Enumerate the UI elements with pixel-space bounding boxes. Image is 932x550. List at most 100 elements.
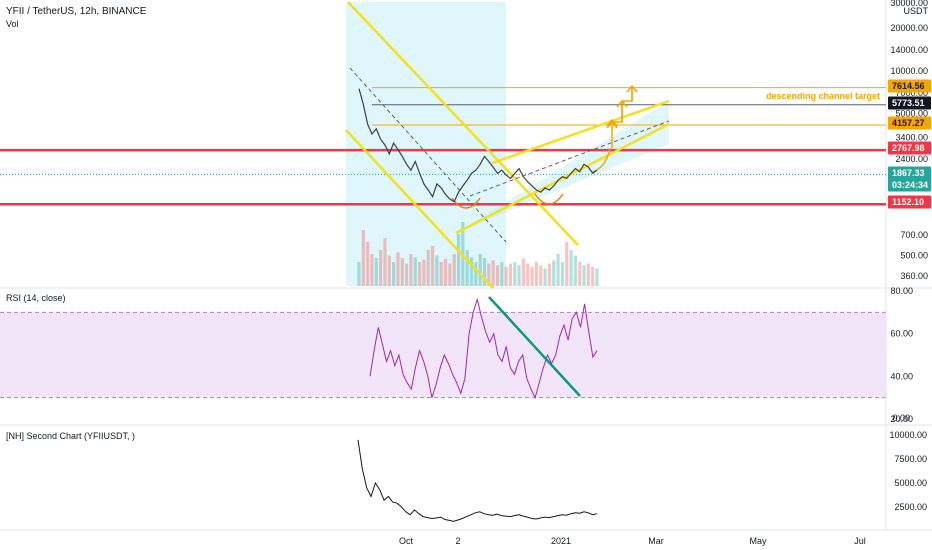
target-arrow-3-head (626, 84, 638, 93)
symbol-title: YFII / TetherUS, 12h, BINANCE (6, 6, 147, 17)
price-tick-6: 3400.00 (895, 132, 928, 142)
volume-bar-7 (387, 255, 391, 286)
target-arrow-1b-head (606, 118, 618, 127)
price-tag-2: 4157.27 (892, 118, 925, 128)
price-tag-0: 7614.56 (892, 81, 925, 91)
volume-bar-16 (426, 250, 430, 286)
time-tick-1: 2 (455, 536, 460, 546)
price-tick-10: 700.00 (900, 230, 928, 240)
bottom-arc-2 (534, 193, 564, 205)
target-step-2 (622, 88, 633, 102)
volume-bar-9 (396, 252, 400, 286)
price-tag-bg-1 (888, 96, 931, 110)
price-tag-5: 03:24:34 (892, 180, 928, 190)
second-tick-1: 7500.00 (894, 454, 927, 464)
volume-bar-2 (366, 242, 370, 286)
volume-bar-26 (469, 257, 474, 286)
volume-bar-31 (491, 260, 495, 286)
volume-bar-28 (478, 254, 482, 286)
volume-bar-38 (521, 258, 526, 286)
price-tick-7: 2400.00 (895, 154, 928, 164)
volume-bar-52 (582, 265, 586, 286)
volume-bar-47 (560, 262, 564, 286)
second-series-line (357, 439, 598, 522)
time-tick-4: May (749, 536, 767, 546)
price-axis-unit: USDT (904, 6, 929, 16)
time-tick-2: 2021 (551, 536, 571, 546)
volume-bar-43 (543, 268, 547, 286)
volume-bar-11 (405, 263, 409, 286)
volume-bar-48 (565, 242, 569, 286)
volume-bar-51 (578, 262, 582, 286)
time-tick-0: Oct (399, 536, 414, 546)
volume-bar-25 (465, 250, 469, 286)
second-pane-title: [NH] Second Chart (YFIIUSDT, ) (6, 431, 136, 441)
rsi-tick-3: 20.00 (890, 414, 913, 424)
price-tag-bg-4 (888, 166, 931, 180)
price-tick-4: 7000.00 (895, 88, 928, 98)
volume-bar-17 (430, 246, 435, 286)
price-tag-6: 1152.10 (892, 197, 924, 207)
time-tick-3: Mar (648, 536, 664, 546)
projection-curve (591, 147, 611, 173)
volume-bar-23 (456, 234, 461, 286)
price-series-line (358, 88, 598, 203)
volume-bar-30 (487, 263, 491, 286)
ascending-channel-median (469, 120, 670, 197)
price-tag-bg-5 (888, 178, 931, 192)
rsi-tick-2: 40.00 (890, 371, 913, 381)
volume-bar-36 (513, 262, 517, 286)
volume-bar-5 (379, 250, 383, 286)
price-tag-bg-2 (888, 116, 931, 130)
volume-bar-45 (552, 260, 556, 286)
volume-bar-44 (547, 263, 551, 286)
price-tag-bg-6 (888, 195, 931, 209)
volume-bar-27 (474, 262, 478, 286)
volume-bar-12 (409, 254, 413, 286)
price-tick-11: 500.00 (900, 251, 928, 261)
price-tick-3: 10000.00 (890, 66, 928, 76)
volume-bar-14 (417, 262, 422, 286)
ascending-channel-fill (456, 101, 669, 233)
price-tick-2: 14000.00 (890, 45, 928, 55)
price-tick-12: 360.00 (900, 271, 928, 281)
rsi-trendline (488, 296, 581, 397)
volume-label: Vol (6, 19, 19, 29)
volume-bar-19 (439, 262, 443, 286)
volume-bar-10 (400, 258, 404, 286)
rsi-series-line (369, 297, 598, 400)
volume-bar-8 (392, 262, 396, 286)
time-tick-5: Jul (854, 536, 866, 546)
volume-bar-13 (413, 257, 417, 286)
volume-bar-35 (508, 263, 513, 286)
volume-bar-40 (530, 266, 534, 286)
rsi-pane-title: RSI (14, close) (6, 293, 66, 303)
price-tag-bg-3 (888, 141, 931, 155)
descending-channel-upper (347, 1, 579, 246)
volume-bar-34 (504, 266, 508, 286)
volume-bar-15 (422, 259, 426, 286)
price-tag-bg-0 (888, 79, 931, 93)
ascending-channel-lower (455, 122, 670, 235)
volume-bar-1 (361, 230, 365, 286)
volume-bar-39 (526, 263, 530, 286)
volume-bar-55 (595, 268, 599, 286)
descending-channel-median (349, 67, 507, 243)
volume-bar-54 (591, 266, 595, 286)
volume-bar-46 (556, 254, 560, 286)
volume-bar-29 (482, 258, 487, 286)
rsi-zero-tick: 0.00 (892, 413, 910, 423)
volume-bar-53 (586, 263, 590, 286)
descending-channel-fill (346, 2, 506, 286)
volume-bar-3 (370, 254, 374, 286)
volume-bar-37 (517, 265, 521, 286)
price-tick-1: 20000.00 (890, 23, 928, 33)
volume-bar-21 (448, 263, 452, 286)
volume-bar-41 (534, 262, 539, 286)
second-tick-2: 5000.00 (894, 478, 927, 488)
rsi-tick-1: 60.00 (890, 329, 913, 339)
price-tick-0: 30000.00 (890, 0, 928, 8)
price-tag-3: 2767.98 (892, 143, 925, 153)
